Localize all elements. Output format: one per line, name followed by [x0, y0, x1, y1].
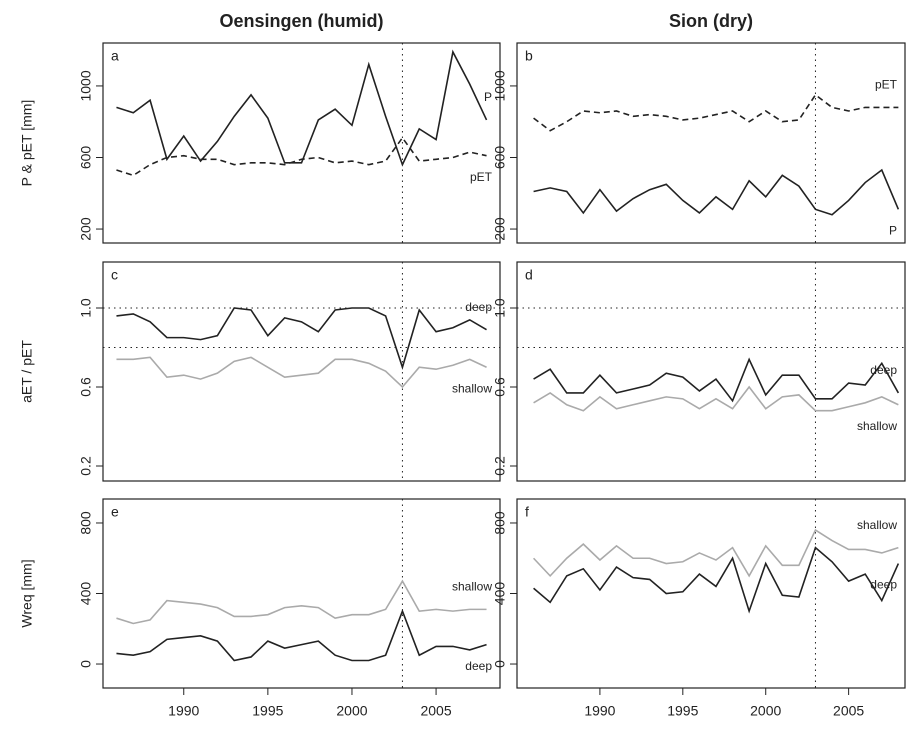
y-tick-label: 400 [78, 582, 94, 606]
series-line [533, 93, 899, 132]
x-tick-label: 1995 [667, 703, 698, 719]
series-label: pET [470, 170, 493, 184]
y-tick-label: 0 [492, 660, 508, 668]
y-tick-label: 1000 [492, 70, 508, 101]
x-tick-label: 1995 [252, 703, 283, 719]
panel-frame [516, 261, 906, 482]
series-line [532, 528, 899, 578]
panel-frame [516, 498, 906, 689]
series-line [116, 49, 488, 167]
y-tick-label: 0.2 [492, 456, 508, 476]
x-tick-label: 2005 [420, 703, 451, 719]
column-title: Oensingen (humid) [220, 11, 384, 31]
series-line [533, 385, 899, 412]
series-label: pET [875, 78, 898, 92]
y-tick-label: 200 [78, 217, 94, 241]
series-line [116, 136, 487, 177]
series-label: P [889, 224, 897, 238]
y-tick-label: 400 [492, 582, 508, 606]
series-label: shallow [452, 381, 492, 395]
series-line [533, 168, 900, 216]
y-tick-label: 0.2 [78, 456, 94, 476]
x-tick-label: 2005 [833, 703, 864, 719]
series-line [116, 356, 487, 389]
panel-frame [102, 261, 501, 482]
y-tick-label: 1.0 [78, 298, 94, 318]
y-tick-label: 800 [492, 511, 508, 535]
series-line [116, 307, 487, 370]
panel-label: b [525, 48, 533, 64]
y-tick-label: 600 [492, 146, 508, 170]
y-tick-label: 200 [492, 217, 508, 241]
y-tick-label: 0.6 [78, 377, 94, 397]
column-title: Sion (dry) [669, 11, 753, 31]
y-tick-label: 600 [78, 146, 94, 170]
y-axis-title: P & pET [mm] [19, 100, 35, 187]
panel-label: e [111, 504, 119, 520]
x-tick-label: 1990 [584, 703, 615, 719]
series-line [116, 608, 487, 662]
panel-label: c [111, 267, 118, 283]
series-label: deep [465, 659, 492, 673]
series-label: deep [465, 300, 492, 314]
panel-label: d [525, 267, 533, 283]
y-tick-label: 0.6 [492, 377, 508, 397]
y-tick-label: 800 [78, 511, 94, 535]
y-axis-title: aET / pET [19, 340, 35, 403]
panel-frame [516, 42, 906, 244]
series-label: deep [870, 578, 897, 592]
panel-label: f [525, 504, 529, 520]
series-label: deep [870, 363, 897, 377]
panel-frame [102, 42, 501, 244]
series-label: shallow [857, 518, 897, 532]
x-tick-label: 2000 [336, 703, 367, 719]
series-label: shallow [857, 419, 897, 433]
series-line [533, 357, 900, 403]
panel-label: a [111, 48, 119, 64]
y-tick-label: 0 [78, 660, 94, 668]
y-tick-label: 1000 [78, 70, 94, 101]
series-label: shallow [452, 580, 492, 594]
series-line [533, 546, 900, 614]
x-tick-label: 2000 [750, 703, 781, 719]
y-axis-title: Wreq [mm] [19, 559, 35, 627]
panel-frame [102, 498, 501, 689]
x-tick-label: 1990 [168, 703, 199, 719]
series-line [116, 579, 487, 625]
y-tick-label: 1.0 [492, 298, 508, 318]
series-label: P [484, 90, 492, 104]
